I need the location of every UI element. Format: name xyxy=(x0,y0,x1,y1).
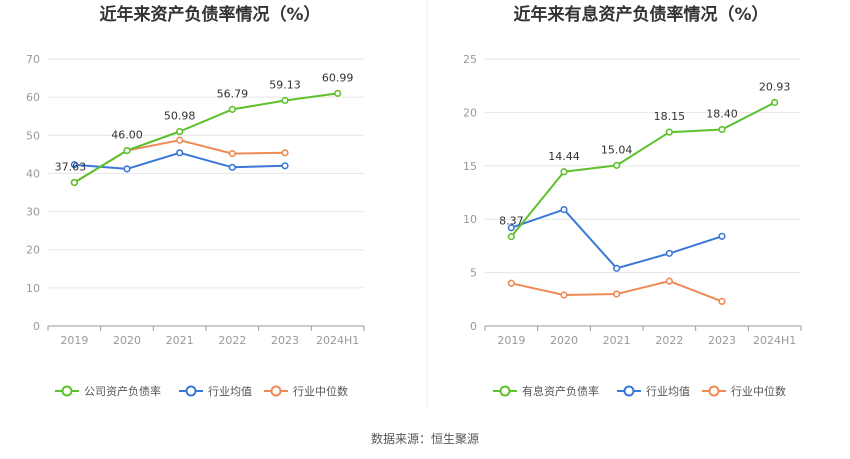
y-tick-label: 30 xyxy=(26,206,40,219)
series-line xyxy=(510,208,723,270)
x-tick-label: 2022 xyxy=(655,334,683,347)
x-tick-label: 2021 xyxy=(166,334,194,347)
legend-marker-icon xyxy=(708,385,720,397)
data-point xyxy=(507,233,515,241)
x-tick-label: 2024H1 xyxy=(316,334,359,347)
legend-item[interactable]: 行业均值 xyxy=(179,385,252,398)
data-point xyxy=(228,149,236,158)
data-label: 59.13 xyxy=(269,78,301,91)
data-label: 18.40 xyxy=(706,107,738,120)
chart-title: 近年来有息资产负债率情况（%） xyxy=(513,4,768,25)
interest-bearing-debt-ratio-panel: 近年来有息资产负债率情况（%） 0 5 10 15 20 25 2019 2020 2021 20… xyxy=(463,4,802,398)
data-point xyxy=(281,162,289,170)
data-point xyxy=(718,232,726,240)
data-label: 15.04 xyxy=(601,143,633,156)
data-point xyxy=(176,149,184,157)
data-point xyxy=(665,128,673,136)
data-point xyxy=(281,149,289,157)
legend-marker-icon xyxy=(270,385,282,397)
series-line xyxy=(73,92,338,184)
legend-label: 有息资产负债率 xyxy=(522,384,599,398)
legend-item[interactable]: 行业均值 xyxy=(617,385,690,398)
data-point xyxy=(70,161,78,169)
data-label: 60.99 xyxy=(322,71,354,84)
y-tick-label: 60 xyxy=(26,91,40,104)
x-tick-label: 2019 xyxy=(497,334,525,347)
data-point xyxy=(228,163,236,171)
data-point xyxy=(228,105,236,113)
data-label: 8.37 xyxy=(499,215,524,228)
legend-item[interactable]: 有息资产负债率 xyxy=(493,384,599,398)
y-tick-label: 0 xyxy=(33,320,40,333)
data-label: 37.63 xyxy=(55,160,87,173)
data-point xyxy=(507,224,515,232)
source-note: 数据来源：恒生聚源 xyxy=(371,431,479,446)
y-tick-label: 10 xyxy=(26,282,40,295)
debt-ratio-panel: 近年来资产负债率情况（%） 0 10 20 30 40 50 60 70 2019 2020 202… xyxy=(26,4,365,398)
data-point xyxy=(560,168,568,176)
data-point xyxy=(281,96,289,105)
legend-marker-icon xyxy=(499,385,511,397)
data-point xyxy=(123,146,131,155)
data-point xyxy=(613,264,621,272)
y-tick-label: 10 xyxy=(463,213,477,226)
legend-label: 行业均值 xyxy=(646,385,690,398)
data-point xyxy=(334,89,342,97)
data-point xyxy=(718,297,726,306)
y-tick-label: 15 xyxy=(463,160,477,173)
data-label: 56.79 xyxy=(217,87,249,100)
legend-label: 行业中位数 xyxy=(731,384,786,398)
legend-label: 行业均值 xyxy=(208,385,252,398)
data-label: 14.44 xyxy=(548,150,580,163)
data-point xyxy=(560,205,568,214)
y-tick-label: 40 xyxy=(26,167,40,180)
y-tick-label: 0 xyxy=(470,320,477,333)
x-tick-label: 2020 xyxy=(113,334,141,347)
data-point xyxy=(176,127,184,136)
data-point xyxy=(718,125,726,134)
data-label: 20.93 xyxy=(759,80,791,93)
x-tick-label: 2024H1 xyxy=(753,334,796,347)
legend-marker-icon xyxy=(185,385,197,397)
data-label: 18.15 xyxy=(654,110,686,123)
legend-marker-icon xyxy=(61,385,73,397)
x-tick-label: 2023 xyxy=(708,334,736,347)
x-tick-label: 2020 xyxy=(550,334,578,347)
y-tick-label: 25 xyxy=(463,53,477,66)
y-tick-label: 70 xyxy=(26,53,40,66)
y-tick-label: 5 xyxy=(470,267,477,280)
x-tick-label: 2019 xyxy=(60,334,88,347)
data-point xyxy=(771,98,779,107)
legend-label: 行业中位数 xyxy=(293,384,348,398)
legend-item[interactable]: 行业中位数 xyxy=(264,384,348,398)
series-line xyxy=(510,101,776,238)
data-point xyxy=(70,178,78,187)
y-tick-label: 50 xyxy=(26,129,40,142)
data-point xyxy=(665,277,673,285)
data-point xyxy=(665,249,673,257)
x-tick-label: 2023 xyxy=(271,334,299,347)
data-point xyxy=(613,290,621,298)
legend-item[interactable]: 公司资产负债率 xyxy=(55,384,161,398)
x-tick-label: 2021 xyxy=(603,334,631,347)
data-point xyxy=(613,161,621,169)
legend-marker-icon xyxy=(623,385,635,397)
x-tick-label: 2022 xyxy=(218,334,246,347)
data-point xyxy=(176,136,184,144)
data-point xyxy=(507,279,515,287)
legend-label: 公司资产负债率 xyxy=(84,384,161,398)
data-label: 46.00 xyxy=(111,129,143,142)
y-tick-label: 20 xyxy=(26,244,40,257)
data-label: 50.98 xyxy=(164,110,196,123)
data-point xyxy=(560,291,568,299)
legend-item[interactable]: 行业中位数 xyxy=(702,384,786,398)
data-point xyxy=(123,165,131,173)
chart-title: 近年来资产负债率情况（%） xyxy=(99,4,320,25)
series-line xyxy=(73,139,286,184)
y-tick-label: 20 xyxy=(463,106,477,119)
